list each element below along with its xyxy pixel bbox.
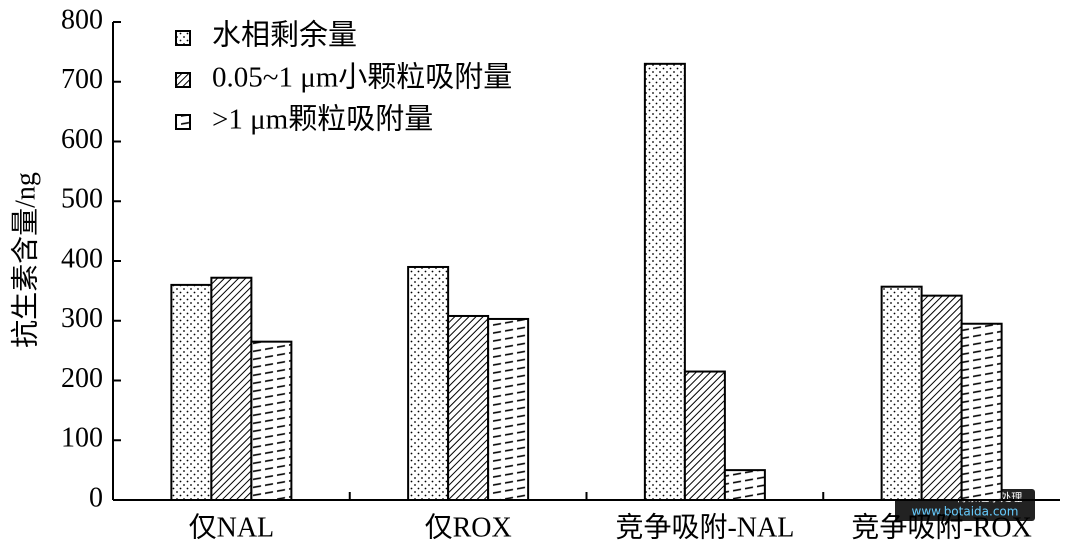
- x-tick-label: 仅ROX: [425, 511, 512, 543]
- y-tick-label: 0: [89, 482, 103, 513]
- legend-label: 水相剩余量: [212, 19, 357, 52]
- y-tick-label: 200: [61, 363, 103, 394]
- bar: [210, 276, 253, 502]
- legend-swatch: [175, 114, 191, 130]
- bar: [683, 370, 726, 501]
- x-tick-label: 竞争吸附-ROX: [851, 511, 1031, 543]
- x-tick-label: 仅NAL: [189, 511, 275, 543]
- y-tick-label: 700: [61, 64, 103, 95]
- legend-swatch: [175, 30, 191, 46]
- y-tick-label: 300: [61, 303, 103, 334]
- bar: [643, 62, 686, 501]
- bar: [250, 340, 293, 501]
- y-tick-label: 100: [61, 423, 103, 454]
- bar: [407, 265, 450, 501]
- bar: [487, 317, 530, 501]
- y-axis-label: 抗生素含量/ng: [9, 172, 41, 348]
- bar: [723, 469, 766, 501]
- legend-label: >1 μm颗粒吸附量: [212, 103, 433, 136]
- bar: [920, 294, 963, 501]
- y-tick-label: 800: [61, 4, 103, 35]
- legend-label: 0.05~1 μm小颗粒吸附量: [212, 61, 512, 94]
- bar: [880, 285, 923, 501]
- bar: [170, 283, 213, 501]
- watermark-url: www.botaida.com: [912, 505, 1019, 519]
- y-tick-label: 400: [61, 243, 103, 274]
- bar: [447, 314, 490, 501]
- y-tick-label: 600: [61, 124, 103, 155]
- bar: [960, 322, 1003, 501]
- y-tick-label: 500: [61, 184, 103, 215]
- x-tick-label: 竞争吸附-NAL: [615, 511, 794, 543]
- legend-swatch: [175, 72, 191, 88]
